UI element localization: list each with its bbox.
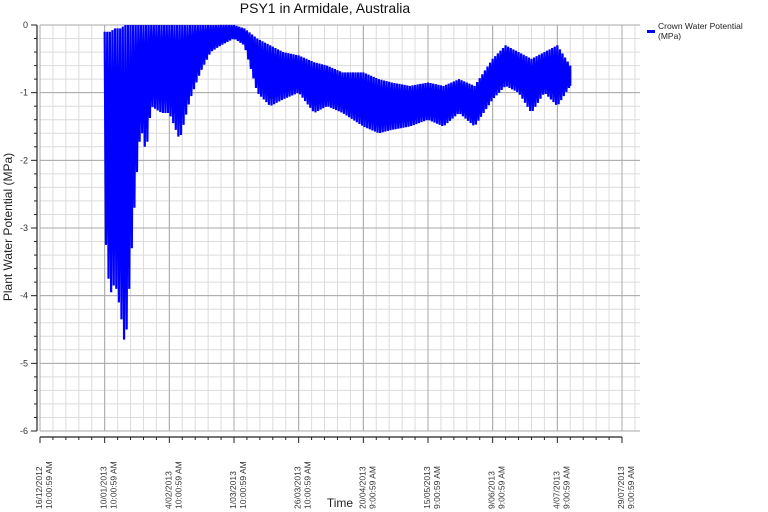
svg-text:1/03/2013: 1/03/2013 bbox=[228, 471, 238, 509]
x-tick-label: 26/03/2013 10:00:59 AM bbox=[293, 461, 313, 509]
svg-text:9:00:59 AM: 9:00:59 AM bbox=[626, 466, 636, 509]
svg-text:4/07/2013: 4/07/2013 bbox=[551, 471, 561, 509]
y-tick-label: -4 bbox=[20, 291, 28, 301]
x-tick-label: 15/05/2013 9:00:59 AM bbox=[422, 466, 442, 509]
y-tick-label: -2 bbox=[20, 155, 28, 165]
x-tick-label: 29/07/2013 9:00:59 AM bbox=[616, 466, 636, 509]
svg-text:9:00:59 AM: 9:00:59 AM bbox=[367, 466, 377, 509]
x-tick-label: 9/06/2013 9:00:59 AM bbox=[487, 466, 507, 509]
y-tick-label: -6 bbox=[20, 426, 28, 436]
svg-text:10:00:59 AM: 10:00:59 AM bbox=[303, 461, 313, 509]
svg-text:9/06/2013: 9/06/2013 bbox=[487, 471, 497, 509]
svg-text:10:00:59 AM: 10:00:59 AM bbox=[238, 461, 248, 509]
svg-text:26/03/2013: 26/03/2013 bbox=[293, 466, 303, 509]
y-tick-label: -1 bbox=[20, 88, 28, 98]
x-tick-label: 10/01/2013 10:00:59 AM bbox=[99, 461, 119, 509]
legend-label: Crown Water Potential (MPa) bbox=[657, 21, 743, 41]
x-tick-label: 1/03/2013 10:00:59 AM bbox=[228, 461, 248, 509]
y-tick-label: -3 bbox=[20, 223, 28, 233]
svg-text:29/07/2013: 29/07/2013 bbox=[616, 466, 626, 509]
legend-swatch-icon bbox=[647, 29, 655, 33]
svg-text:16/12/2012: 16/12/2012 bbox=[34, 466, 44, 509]
svg-text:4/02/2013: 4/02/2013 bbox=[163, 471, 173, 509]
svg-text:9:00:59 AM: 9:00:59 AM bbox=[432, 466, 442, 509]
x-tick-label: 4/02/2013 10:00:59 AM bbox=[163, 461, 183, 509]
svg-text:15/05/2013: 15/05/2013 bbox=[422, 466, 432, 509]
svg-text:10/01/2013: 10/01/2013 bbox=[99, 466, 109, 509]
svg-text:10:00:59 AM: 10:00:59 AM bbox=[109, 461, 119, 509]
svg-text:9:00:59 AM: 9:00:59 AM bbox=[561, 466, 571, 509]
legend: Crown Water Potential (MPa) bbox=[647, 21, 768, 41]
series-line bbox=[103, 24, 572, 340]
x-tick-label: 20/04/2013 9:00:59 AM bbox=[357, 466, 377, 509]
x-tick-label: 4/07/2013 9:00:59 AM bbox=[551, 466, 571, 509]
svg-text:9:00:59 AM: 9:00:59 AM bbox=[497, 466, 507, 509]
svg-text:10:00:59 AM: 10:00:59 AM bbox=[173, 461, 183, 509]
x-axis-label: Time bbox=[326, 496, 354, 510]
chart-title: PSY1 in Armidale, Australia bbox=[239, 0, 411, 16]
y-tick-label: -5 bbox=[20, 358, 28, 368]
x-tick-label: 16/12/2012 10:00:59 AM bbox=[34, 461, 54, 509]
svg-text:10:00:59 AM: 10:00:59 AM bbox=[44, 461, 54, 509]
svg-text:20/04/2013: 20/04/2013 bbox=[357, 466, 367, 509]
y-tick-label: 0 bbox=[23, 20, 28, 30]
